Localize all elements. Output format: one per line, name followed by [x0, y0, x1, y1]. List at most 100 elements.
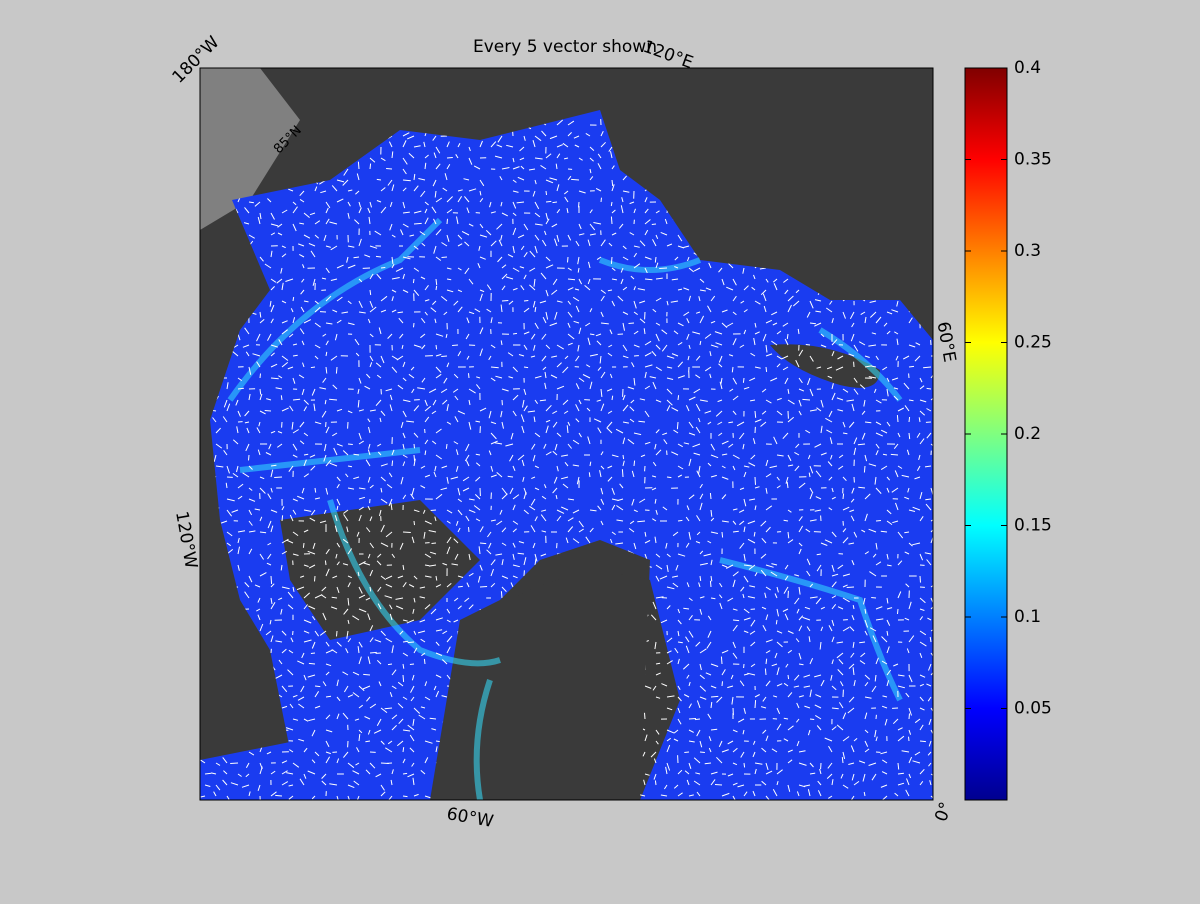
vector: [303, 543, 304, 548]
vector: [386, 169, 392, 170]
vector: [431, 510, 436, 511]
vector: [410, 664, 414, 665]
vector: [447, 279, 451, 280]
vector: [388, 664, 392, 665]
vector: [927, 301, 931, 302]
vector: [553, 685, 557, 686]
vector: [260, 374, 261, 379]
vector: [784, 718, 788, 719]
vector: [744, 763, 745, 767]
vector: [677, 422, 678, 429]
vector: [309, 663, 315, 664]
vector: [787, 334, 788, 339]
vector: [414, 323, 415, 327]
vector: [755, 190, 759, 191]
vector: [638, 421, 645, 422]
vector: [700, 576, 701, 581]
vector: [469, 373, 470, 378]
vector: [601, 725, 602, 730]
vector: [695, 719, 700, 720]
vector: [376, 256, 381, 257]
vector: [683, 608, 689, 609]
vector: [480, 543, 486, 544]
vector: [436, 741, 440, 742]
vector: [238, 388, 244, 389]
vector: [230, 763, 238, 764]
vector: [743, 378, 744, 383]
vector: [271, 179, 277, 180]
vector: [568, 279, 575, 280]
vector: [920, 293, 921, 301]
vector: [611, 257, 612, 264]
vector: [205, 773, 211, 774]
vector: [859, 642, 865, 643]
vector: [447, 219, 448, 224]
vector: [678, 520, 682, 521]
vector: [447, 158, 453, 159]
vector: [575, 663, 579, 664]
vector: [705, 763, 711, 764]
vector: [898, 763, 899, 770]
vector: [260, 180, 265, 181]
colorbar-tick-label: 0.05: [1014, 699, 1052, 719]
colorbar-tick-label: 0.35: [1014, 150, 1052, 170]
colorbar-tick-label: 0.15: [1014, 516, 1052, 536]
vector: [403, 773, 407, 774]
vector: [655, 257, 656, 263]
vector: [414, 455, 415, 461]
vector: [798, 224, 799, 229]
vector: [496, 785, 502, 786]
vector: [788, 675, 789, 679]
vector: [854, 191, 862, 192]
vector: [557, 598, 564, 599]
vector: [436, 785, 437, 790]
vector: [249, 455, 250, 460]
vector: [909, 201, 914, 202]
vector: [414, 444, 415, 448]
vector: [589, 472, 590, 477]
map-label: 0°: [931, 799, 956, 824]
vector: [370, 164, 371, 169]
vector: [571, 179, 579, 180]
vector: [568, 257, 569, 262]
vector: [847, 587, 854, 588]
vector: [925, 499, 931, 500]
vector: [904, 532, 909, 533]
vector: [469, 527, 470, 532]
map-label: 60°W: [445, 804, 495, 832]
vector: [524, 746, 525, 752]
vector: [710, 493, 711, 499]
vector: [491, 609, 492, 616]
vector: [332, 597, 337, 598]
vector: [920, 576, 921, 583]
vector: [403, 641, 408, 642]
vector: [684, 752, 689, 753]
vector: [843, 250, 844, 257]
vector: [274, 477, 282, 478]
vector: [524, 301, 528, 302]
vector: [898, 609, 899, 614]
vector: [403, 796, 408, 797]
vector: [909, 713, 910, 719]
vector: [843, 494, 844, 499]
vector: [512, 128, 513, 136]
vector: [920, 125, 921, 132]
vector: [832, 180, 837, 181]
colorbar-tick-label: 0.1: [1014, 607, 1041, 627]
vector: [798, 141, 799, 147]
vector: [721, 657, 722, 664]
vector: [271, 378, 279, 379]
vector: [205, 719, 211, 720]
vector: [689, 191, 694, 192]
vector: [876, 235, 877, 240]
vector: [468, 664, 469, 668]
vector: [248, 174, 249, 180]
vector: [634, 461, 635, 466]
vector: [436, 345, 437, 349]
vector: [480, 587, 487, 588]
vector: [436, 286, 437, 290]
vector: [502, 653, 503, 657]
vector: [436, 279, 437, 285]
colorbar-scale: [965, 68, 1007, 800]
